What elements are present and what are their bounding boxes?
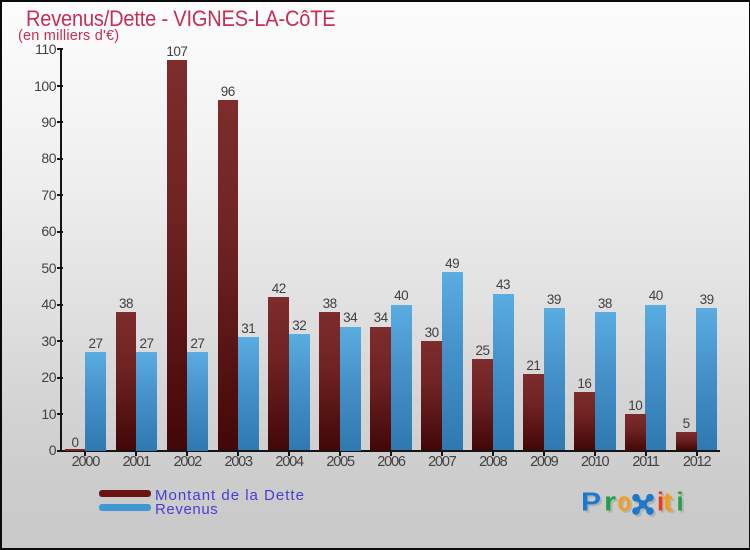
svg-text:t: t [663,489,674,517]
svg-text:o: o [618,489,632,517]
svg-text:i: i [677,489,684,517]
svg-text:P: P [583,491,603,519]
svg-text:r: r [604,489,616,517]
svg-text:i: i [659,491,666,519]
svg-text:i: i [679,491,686,519]
svg-text:r: r [606,491,618,519]
svg-text:P: P [581,489,601,517]
svg-text:i: i [657,489,664,517]
svg-text:o: o [620,491,634,519]
svg-text:t: t [665,491,676,519]
